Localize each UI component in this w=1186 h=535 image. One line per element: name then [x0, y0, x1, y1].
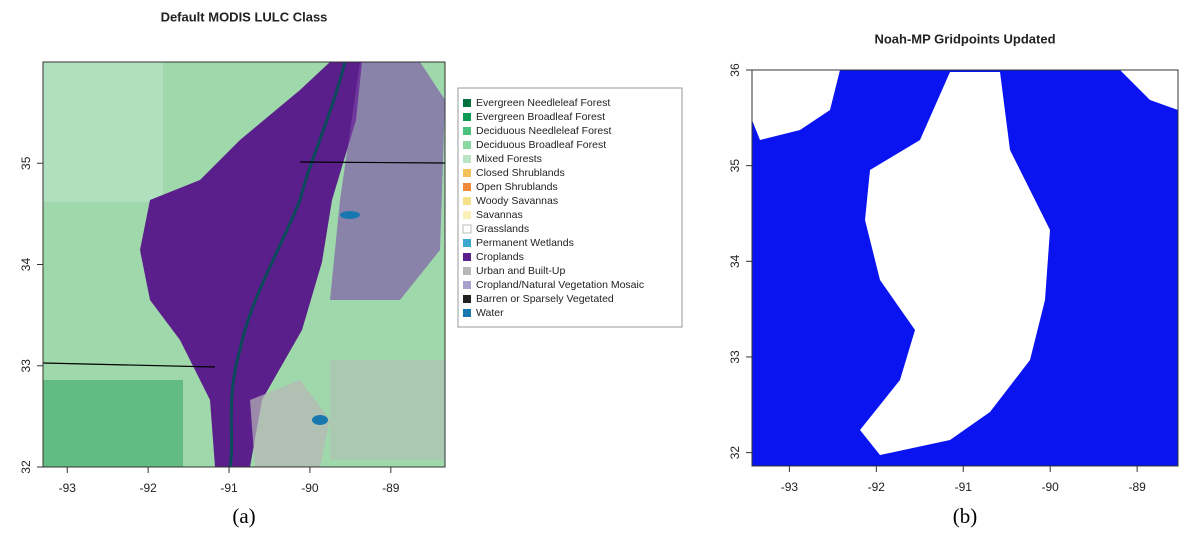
legend-label: Deciduous Broadleaf Forest — [476, 139, 606, 151]
legend-swatch — [463, 155, 471, 163]
legend-swatch — [463, 225, 471, 233]
y-tick-label: 35 — [728, 159, 742, 173]
legend-swatch — [463, 141, 471, 149]
x-tick-label: -91 — [955, 480, 973, 494]
y-tick-label: 32 — [19, 460, 33, 474]
chart-title: Noah-MP Gridpoints Updated — [874, 31, 1055, 46]
x-tick-label: -89 — [382, 481, 400, 495]
x-tick-label: -90 — [301, 481, 319, 495]
y-tick-label: 32 — [728, 446, 742, 460]
legend-label: Barren or Sparsely Vegetated — [476, 293, 614, 305]
legend-label: Woody Savannas — [476, 195, 558, 207]
legend-swatch — [463, 253, 471, 261]
legend-swatch — [463, 197, 471, 205]
legend-swatch — [463, 127, 471, 135]
legend-swatch — [463, 267, 471, 275]
panel-label: (b) — [953, 504, 978, 528]
legend-label: Savannas — [476, 209, 523, 221]
legend: Evergreen Needleleaf Forest Evergreen Bro… — [458, 88, 682, 327]
legend-label: Mixed Forests — [476, 153, 542, 165]
legend-swatch — [463, 113, 471, 121]
legend-label: Cropland/Natural Vegetation Mosaic — [476, 279, 644, 291]
legend-swatch — [463, 211, 471, 219]
legend-swatch — [463, 183, 471, 191]
y-tick-label: 33 — [728, 350, 742, 364]
y-tick-label: 33 — [19, 359, 33, 373]
x-tick-label: -93 — [59, 481, 77, 495]
x-tick-label: -92 — [868, 480, 886, 494]
legend-label: Open Shrublands — [476, 181, 558, 193]
x-tick-label: -91 — [220, 481, 238, 495]
legend-swatch — [463, 281, 471, 289]
legend-swatch — [463, 169, 471, 177]
x-tick-label: -90 — [1042, 480, 1060, 494]
legend-swatch — [463, 295, 471, 303]
panel-label: (a) — [232, 504, 255, 528]
gridpoint-map — [752, 70, 1178, 466]
y-tick-label: 34 — [728, 254, 742, 268]
x-tick-label: -89 — [1128, 480, 1146, 494]
legend-swatch — [463, 239, 471, 247]
legend-label: Water — [476, 307, 504, 319]
figure: Default MODIS LULC Class (a) -93 -92 -91 -90 -… — [0, 0, 1186, 530]
legend-label: Permanent Wetlands — [476, 237, 574, 249]
legend-label: Evergreen Needleleaf Forest — [476, 97, 610, 109]
legend-label: Evergreen Broadleaf Forest — [476, 111, 605, 123]
lulc-map — [40, 62, 445, 467]
legend-swatch — [463, 99, 471, 107]
legend-swatch — [463, 309, 471, 317]
x-tick-label: -92 — [139, 481, 157, 495]
legend-label: Croplands — [476, 251, 524, 263]
x-tick-label: -93 — [781, 480, 799, 494]
legend-label: Deciduous Needleleaf Forest — [476, 125, 611, 137]
chart-title: Default MODIS LULC Class — [161, 9, 328, 24]
legend-label: Urban and Built-Up — [476, 265, 565, 277]
y-tick-label: 34 — [19, 258, 33, 272]
legend-label: Grasslands — [476, 223, 529, 235]
y-tick-label: 36 — [728, 63, 742, 77]
y-tick-label: 35 — [19, 156, 33, 170]
legend-label: Closed Shrublands — [476, 167, 565, 179]
